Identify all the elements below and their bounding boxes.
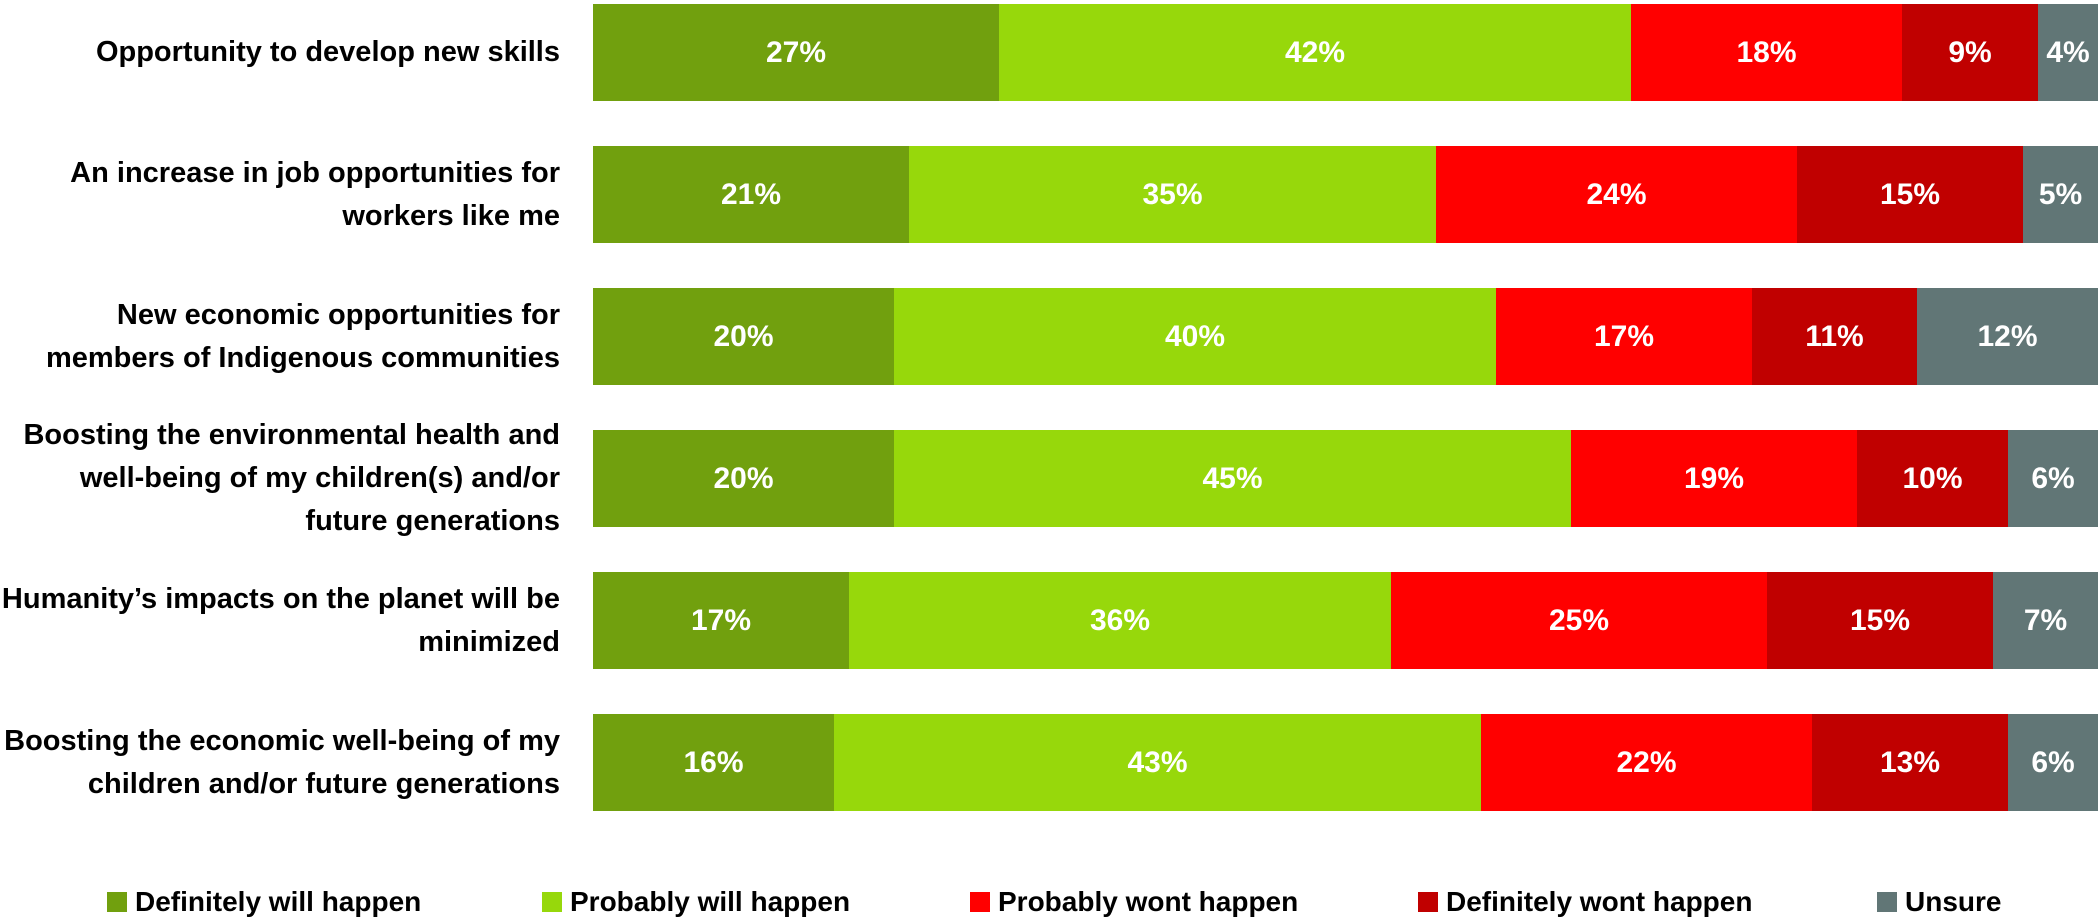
data-label: 6% <box>2031 745 2075 779</box>
data-label: 15% <box>1879 177 1941 211</box>
bar-segment: 10% <box>1857 430 2008 527</box>
data-label: 22% <box>1616 745 1677 779</box>
category-label: An increase in job opportunities for wor… <box>0 134 560 255</box>
legend-swatch <box>1877 892 1897 912</box>
bar-segment: 36% <box>849 572 1391 669</box>
category-label: New economic opportunities for members o… <box>0 276 560 397</box>
bar-segment: 6% <box>2008 430 2098 527</box>
bar-segment: 16% <box>593 714 834 811</box>
data-label: 16% <box>683 745 744 779</box>
bar-segment: 42% <box>999 4 1631 101</box>
bar-segment: 27% <box>593 4 999 101</box>
data-label: 20% <box>713 461 774 495</box>
data-label: 10% <box>1902 461 1963 495</box>
category-label-text: Boosting the economic well-being of my c… <box>4 724 560 800</box>
legend: Definitely will happen Probably will happ… <box>0 882 2098 922</box>
legend-label: Definitely will happen <box>135 886 422 917</box>
legend-label: Definitely wont happen <box>1446 886 1753 917</box>
bar-segment: 19% <box>1571 430 1857 527</box>
data-label: 12% <box>1977 319 2038 353</box>
legend-swatch <box>107 892 127 912</box>
data-label: 42% <box>1284 35 1346 69</box>
bar-segment: 24% <box>1436 146 1797 243</box>
data-label: 40% <box>1164 319 1226 353</box>
bar-segment: 9% <box>1902 4 2038 101</box>
bar-segment: 6% <box>2008 714 2098 811</box>
bar-segment: 40% <box>894 288 1496 385</box>
bar-segment: 25% <box>1391 572 1767 669</box>
data-label: 17% <box>690 603 752 637</box>
data-label: 17% <box>1593 319 1655 353</box>
data-label: 36% <box>1089 603 1151 637</box>
legend-swatch <box>1418 892 1438 912</box>
bar-segment: 5% <box>2023 146 2098 243</box>
bar-segment: 35% <box>909 146 1436 243</box>
legend-label: Probably wont happen <box>998 886 1299 917</box>
data-label: 7% <box>2023 603 2068 637</box>
data-label: 20% <box>713 319 774 353</box>
legend-label: Probably will happen <box>570 886 851 917</box>
bar-segment: 21% <box>593 146 909 243</box>
category-label: Boosting the environmental health and we… <box>0 418 560 539</box>
legend-swatch <box>542 892 562 912</box>
data-label: 27% <box>765 35 827 69</box>
legend-label: Unsure <box>1905 886 2002 917</box>
bar-segment: 12% <box>1917 288 2098 385</box>
bar-segment: 15% <box>1797 146 2023 243</box>
data-label: 6% <box>2031 461 2075 495</box>
data-label: 35% <box>1142 177 1203 211</box>
category-label-text: Boosting the environmental health and we… <box>23 419 560 537</box>
bar-segment: 7% <box>1993 572 2098 669</box>
data-label: 11% <box>1805 319 1864 353</box>
data-label: 5% <box>2038 177 2083 211</box>
bar-segment: 45% <box>894 430 1571 527</box>
bar-segment: 17% <box>1496 288 1752 385</box>
data-label: 15% <box>1849 603 1911 637</box>
data-label: 9% <box>1948 35 1992 69</box>
data-label: 24% <box>1586 177 1647 211</box>
bar-segment: 15% <box>1767 572 1993 669</box>
bar-segment: 22% <box>1481 714 1812 811</box>
legend-item: Probably wont happen <box>970 882 1298 922</box>
bar-segment: 18% <box>1631 4 1902 101</box>
category-label: Boosting the economic well-being of my c… <box>0 702 560 823</box>
category-label-text: Opportunity to develop new skills <box>95 36 560 68</box>
data-label: 21% <box>720 177 782 211</box>
data-label: 18% <box>1736 35 1797 69</box>
data-label: 13% <box>1879 745 1941 779</box>
data-label: 43% <box>1127 745 1188 779</box>
category-label: Opportunity to develop new skills <box>0 0 560 113</box>
legend-swatch <box>970 892 990 912</box>
bar-segment: 13% <box>1812 714 2008 811</box>
legend-item: Definitely wont happen <box>1418 882 1752 922</box>
bar-segment: 4% <box>2038 4 2098 101</box>
category-label-text: Humanity’s impacts on the planet will be… <box>1 582 560 658</box>
bar-segment: 20% <box>593 288 894 385</box>
legend-item: Unsure <box>1877 882 2001 922</box>
legend-item: Probably will happen <box>542 882 850 922</box>
legend-item: Definitely will happen <box>107 882 421 922</box>
bar-segment: 20% <box>593 430 894 527</box>
bar-segment: 43% <box>834 714 1481 811</box>
data-label: 45% <box>1202 461 1263 495</box>
data-label: 25% <box>1548 603 1610 637</box>
category-label: Humanity’s impacts on the planet will be… <box>0 560 560 681</box>
data-label: 19% <box>1683 461 1745 495</box>
data-label: 4% <box>2046 35 2090 69</box>
category-label-text: An increase in job opportunities for wor… <box>70 156 560 232</box>
category-label-text: New economic opportunities for members o… <box>45 298 560 374</box>
bar-segment: 11% <box>1752 288 1917 385</box>
bar-segment: 17% <box>593 572 849 669</box>
